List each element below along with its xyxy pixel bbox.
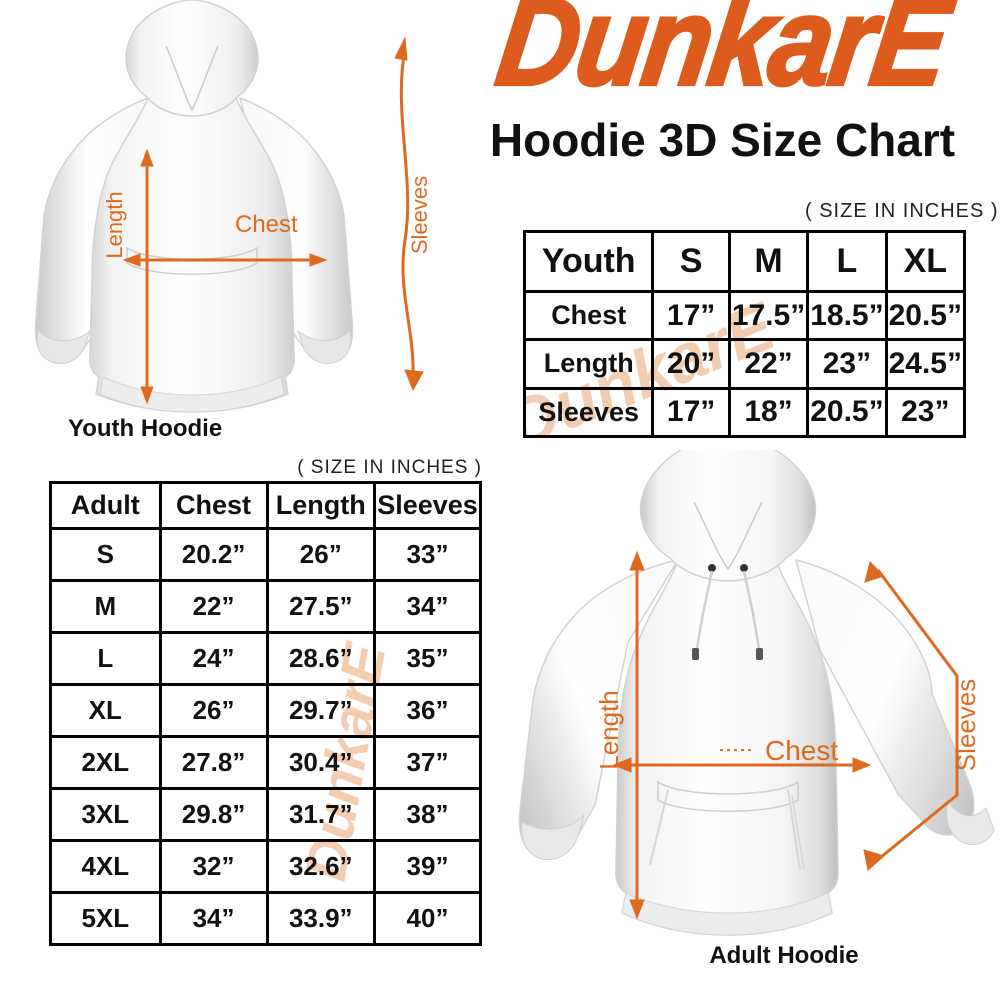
svg-text:Sleeves: Sleeves [951, 679, 981, 772]
svg-text:Sleeves: Sleeves [407, 176, 432, 254]
svg-text:Length: Length [102, 191, 127, 258]
svg-text:Chest: Chest [235, 211, 298, 238]
svg-text:Chest: Chest [765, 735, 838, 766]
svg-text:Length: Length [594, 690, 624, 770]
